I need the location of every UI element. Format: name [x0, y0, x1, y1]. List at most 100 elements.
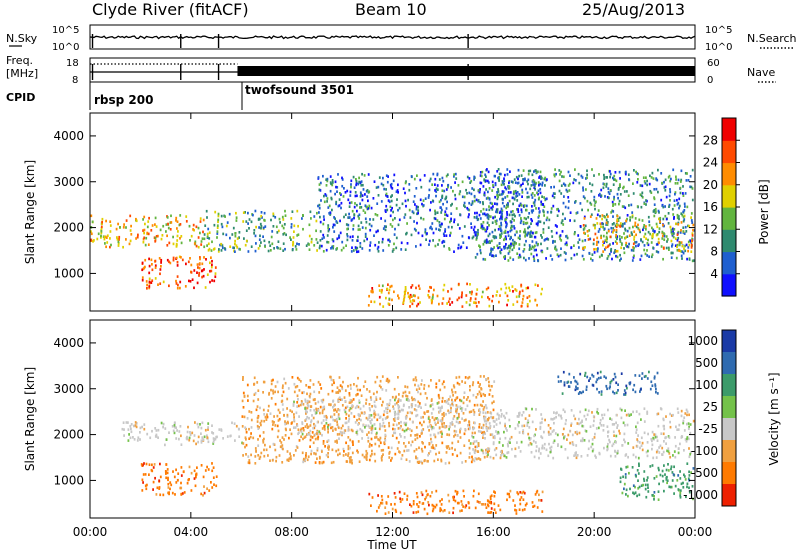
- data-cell: [314, 424, 317, 428]
- data-cell: [309, 424, 312, 427]
- data-cell: [435, 503, 438, 507]
- data-cell: [243, 415, 246, 419]
- data-cell: [308, 394, 311, 398]
- data-cell: [688, 486, 690, 490]
- data-cell: [554, 247, 556, 250]
- data-cell: [415, 187, 418, 190]
- data-cell: [520, 208, 523, 211]
- data-cell: [480, 448, 483, 452]
- data-cell: [645, 228, 647, 231]
- data-cell: [139, 438, 141, 441]
- data-cell: [552, 456, 555, 460]
- data-cell: [679, 470, 681, 473]
- data-cell: [424, 230, 427, 234]
- data-cell: [440, 198, 442, 202]
- data-cell: [378, 444, 381, 448]
- data-cell: [175, 242, 178, 246]
- freq-strip: 18 8 60 0: [66, 57, 720, 86]
- data-cell: [141, 278, 144, 282]
- data-cell: [637, 456, 640, 460]
- data-cell: [281, 215, 284, 219]
- data-cell: [331, 389, 334, 393]
- data-cell: [443, 234, 446, 237]
- data-cell: [526, 303, 529, 306]
- data-cell: [533, 180, 536, 183]
- data-cell: [619, 480, 622, 484]
- data-cell: [581, 239, 584, 243]
- data-cell: [585, 385, 588, 389]
- data-cell: [676, 233, 679, 236]
- data-cell: [483, 416, 485, 420]
- data-cell: [427, 293, 430, 297]
- data-cell: [655, 456, 658, 459]
- data-cell: [663, 186, 666, 189]
- data-cell: [448, 433, 451, 437]
- data-cell: [200, 439, 203, 442]
- data-cell: [527, 178, 530, 182]
- data-cell: [398, 399, 401, 402]
- data-cell: [476, 393, 479, 396]
- data-cell: [344, 213, 347, 216]
- data-cell: [530, 442, 533, 446]
- data-cell: [431, 183, 434, 186]
- data-cell: [181, 492, 184, 495]
- data-cell: [166, 258, 169, 262]
- data-cell: [657, 466, 660, 470]
- data-cell: [174, 493, 176, 496]
- data-cell: [430, 201, 432, 204]
- data-cell: [690, 185, 693, 189]
- data-cell: [515, 191, 518, 195]
- data-cell: [627, 194, 630, 197]
- data-cell: [152, 480, 155, 484]
- data-cell: [414, 203, 416, 206]
- data-cell: [471, 383, 474, 387]
- data-cell: [520, 305, 523, 308]
- data-cell: [432, 239, 434, 242]
- data-cell: [669, 179, 672, 183]
- data-cell: [457, 440, 460, 443]
- data-cell: [680, 409, 683, 413]
- data-cell: [316, 457, 318, 460]
- data-cell: [382, 227, 385, 230]
- power-colorbar-tick-label: 4: [710, 267, 718, 281]
- data-cell: [323, 218, 325, 221]
- data-cell: [518, 295, 521, 298]
- data-cell: [167, 486, 170, 489]
- data-cell: [393, 502, 396, 506]
- data-cell: [549, 254, 552, 257]
- data-cell: [336, 237, 339, 241]
- data-cell: [519, 230, 522, 233]
- data-cell: [541, 250, 544, 254]
- data-cell: [377, 250, 380, 253]
- data-cell: [645, 237, 647, 240]
- data-cell: [491, 248, 494, 251]
- data-cell: [297, 224, 299, 228]
- data-cell: [399, 500, 402, 503]
- data-cell: [248, 459, 251, 462]
- data-cell: [154, 264, 157, 267]
- data-cell: [533, 183, 536, 186]
- data-cell: [439, 409, 442, 412]
- data-cell: [292, 240, 294, 244]
- data-cell: [543, 221, 545, 225]
- data-cell: [504, 196, 507, 199]
- data-cell: [562, 408, 565, 412]
- data-cell: [459, 430, 461, 434]
- data-cell: [577, 241, 580, 244]
- data-cell: [123, 223, 125, 226]
- data-cell: [631, 211, 634, 214]
- data-cell: [513, 225, 515, 228]
- data-cell: [509, 425, 511, 428]
- data-cell: [618, 202, 620, 206]
- data-cell: [520, 496, 523, 499]
- data-cell: [567, 433, 570, 437]
- data-cell: [648, 223, 651, 227]
- data-cell: [668, 203, 671, 207]
- data-cell: [537, 284, 539, 287]
- data-cell: [660, 245, 663, 248]
- data-cell: [634, 390, 637, 394]
- data-cell: [496, 170, 499, 173]
- data-cell: [386, 377, 389, 381]
- data-cell: [602, 240, 604, 244]
- data-cell: [347, 420, 350, 423]
